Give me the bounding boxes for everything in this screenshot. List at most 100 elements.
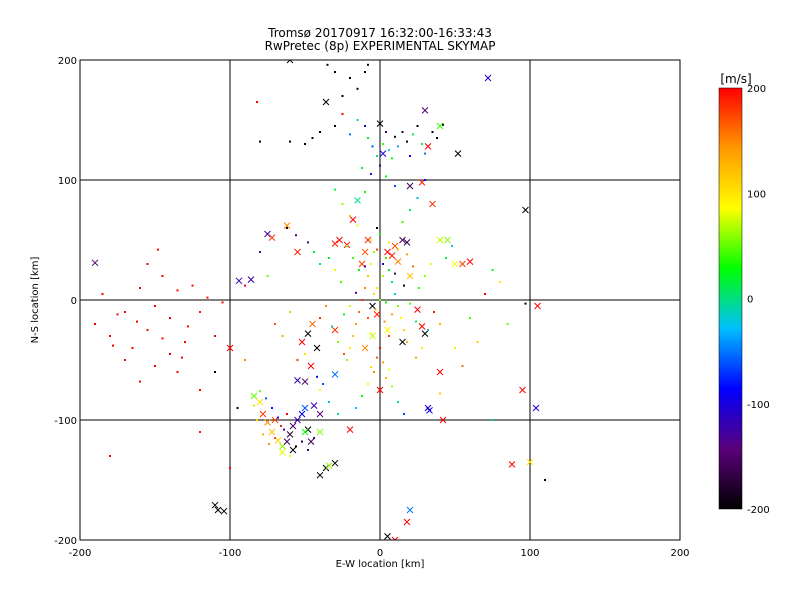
- point-dot-176: [268, 443, 270, 445]
- point-x-100: [309, 320, 316, 328]
- point-dot-140: [416, 197, 419, 199]
- point-dot-169: [316, 375, 318, 378]
- point-dot-214: [427, 329, 429, 331]
- point-dot-192: [346, 245, 348, 247]
- point-x-53: [403, 239, 411, 246]
- point-dot-114: [439, 323, 441, 325]
- point-dot-210: [409, 302, 411, 305]
- point-dot-4: [131, 347, 134, 349]
- point-dot-113: [433, 311, 435, 313]
- point-dot-171: [328, 401, 330, 403]
- point-dot-116: [421, 347, 423, 349]
- point-x-7: [250, 392, 258, 400]
- point-dot-115: [337, 341, 339, 343]
- point-dot-102: [385, 301, 387, 304]
- point-x-75: [331, 240, 339, 247]
- point-x-55: [414, 306, 421, 313]
- point-dot-60: [431, 131, 434, 133]
- point-dot-55: [409, 155, 411, 157]
- point-dot-58: [421, 143, 423, 145]
- point-dot-47: [382, 143, 384, 145]
- point-dot-39: [341, 113, 344, 115]
- point-dot-53: [401, 131, 404, 133]
- point-x-15: [283, 438, 291, 445]
- point-dot-46: [379, 164, 381, 167]
- point-x-65: [508, 461, 516, 468]
- point-dot-207: [370, 366, 372, 369]
- point-dot-129: [274, 323, 276, 325]
- point-x-85: [399, 338, 406, 346]
- point-dot-15: [94, 323, 96, 325]
- point-dot-119: [319, 263, 321, 265]
- point-x-59: [421, 107, 429, 114]
- point-x-33: [283, 222, 291, 229]
- point-x-90: [286, 60, 294, 64]
- point-x-6: [247, 276, 255, 283]
- y-tick-label-0: -200: [54, 536, 77, 547]
- point-dot-72: [356, 87, 359, 90]
- point-dot-40: [349, 133, 351, 136]
- point-dot-181: [301, 440, 303, 443]
- point-dot-128: [476, 341, 479, 343]
- point-dot-8: [139, 287, 141, 289]
- point-dot-132: [491, 269, 494, 271]
- point-x-84: [361, 344, 369, 352]
- point-x-78: [406, 182, 414, 190]
- point-dot-68: [334, 71, 336, 73]
- colorbar-tick-label-0: 200: [747, 84, 766, 95]
- point-x-87: [384, 326, 391, 334]
- point-dot-184: [283, 428, 285, 431]
- point-dot-206: [382, 361, 384, 364]
- point-dot-104: [391, 313, 393, 316]
- point-dot-163: [524, 302, 527, 305]
- point-x-44: [369, 302, 376, 310]
- point-x-94: [384, 533, 391, 540]
- point-x-31: [268, 234, 276, 241]
- point-dot-73: [341, 95, 344, 97]
- point-dot-200: [364, 265, 366, 268]
- point-dot-98: [370, 332, 372, 335]
- point-dot-10: [176, 289, 179, 292]
- point-dot-12: [109, 335, 111, 337]
- point-dot-202: [403, 284, 405, 287]
- point-x-42: [361, 248, 369, 256]
- point-dot-96: [374, 308, 377, 311]
- point-dot-38: [334, 125, 336, 127]
- point-x-98: [279, 449, 286, 456]
- point-x-37: [301, 378, 309, 385]
- point-dot-122: [451, 245, 453, 247]
- point-dot-37: [319, 131, 321, 133]
- point-x-22: [307, 438, 315, 445]
- point-dot-17: [169, 353, 171, 355]
- point-dot-121: [445, 257, 447, 259]
- point-x-24: [316, 410, 324, 418]
- point-dot-205: [376, 356, 378, 359]
- y-tick-label-4: 200: [58, 56, 77, 67]
- point-dot-190: [358, 269, 360, 271]
- point-x-71: [444, 236, 451, 244]
- point-dot-31: [221, 301, 224, 304]
- point-x-30: [264, 230, 271, 238]
- colorbar: [718, 87, 743, 510]
- point-dot-30: [214, 371, 216, 373]
- point-dot-95: [382, 275, 384, 277]
- point-dot-87: [388, 269, 390, 271]
- point-x-48: [384, 248, 391, 256]
- point-dot-125: [289, 311, 291, 313]
- point-dot-110: [430, 263, 432, 265]
- point-dot-124: [454, 347, 456, 349]
- point-dot-27: [136, 320, 138, 323]
- point-dot-168: [307, 241, 309, 244]
- point-dot-111: [325, 305, 327, 307]
- point-dot-57: [416, 125, 419, 127]
- point-dot-160: [199, 431, 201, 433]
- y-tick-label-2: 0: [71, 296, 77, 307]
- point-dot-64: [370, 173, 372, 175]
- point-dot-174: [280, 425, 282, 427]
- x-axis-ticks: -200 -100 0 100 200: [69, 548, 690, 559]
- y-tick-label-1: -100: [54, 416, 77, 427]
- point-dot-105: [340, 281, 342, 283]
- point-dot-179: [289, 455, 291, 457]
- point-dot-90: [397, 305, 399, 307]
